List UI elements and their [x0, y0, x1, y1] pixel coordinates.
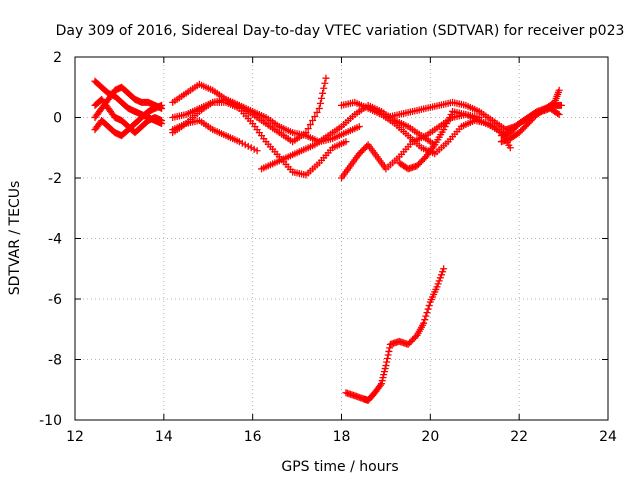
x-tick-label: 12: [66, 429, 84, 445]
data-points: [91, 74, 565, 404]
data-point: [379, 374, 387, 382]
data-point: [420, 154, 428, 162]
series-arc-13: [382, 98, 510, 134]
data-point: [322, 74, 330, 82]
data-point: [555, 86, 563, 94]
y-tick-label: -10: [39, 413, 62, 429]
data-point: [355, 123, 363, 131]
data-point: [443, 120, 451, 128]
data-point: [384, 351, 392, 359]
series-arc-17: [342, 265, 448, 404]
data-point: [342, 138, 350, 146]
data-point: [377, 380, 385, 388]
x-tick-label: 18: [333, 429, 351, 445]
data-point: [382, 362, 390, 370]
data-point: [383, 358, 391, 366]
x-tick-labels: 12 14 16 18 20 22 24: [66, 429, 617, 445]
data-point: [253, 147, 261, 155]
data-point: [318, 94, 326, 102]
data-point: [321, 79, 329, 87]
x-tick-label: 22: [510, 429, 528, 445]
data-point: [158, 117, 166, 125]
y-tick-label: -4: [48, 232, 62, 248]
data-point: [383, 354, 391, 362]
data-point: [422, 312, 430, 320]
y-axis-label: SDTVAR / TECUs: [7, 181, 23, 296]
data-point: [434, 280, 442, 288]
data-point: [437, 271, 445, 279]
y-tick-label: 0: [53, 111, 62, 127]
data-point: [439, 268, 447, 276]
data-point: [554, 109, 562, 117]
data-point: [380, 368, 388, 376]
data-point: [440, 126, 448, 134]
data-point: [423, 309, 431, 317]
data-point: [435, 277, 443, 285]
data-point: [441, 123, 449, 131]
data-point: [447, 110, 455, 118]
data-point: [309, 117, 317, 125]
series-arc-10: [338, 110, 483, 182]
data-point: [412, 333, 420, 341]
x-axis-label: GPS time / hours: [281, 459, 398, 475]
data-point: [420, 319, 428, 327]
data-point: [436, 274, 444, 282]
axis-ticks: [74, 56, 609, 421]
chart-title: Day 309 of 2016, Sidereal Day-to-day VTE…: [56, 23, 625, 39]
y-tick-label: -6: [48, 292, 62, 308]
series-arc-4: [91, 83, 166, 121]
data-point: [425, 302, 433, 310]
data-point: [306, 121, 314, 129]
data-point: [304, 125, 312, 133]
data-point: [557, 101, 565, 109]
data-point: [320, 84, 328, 92]
data-point: [381, 365, 389, 373]
x-tick-label: 20: [421, 429, 439, 445]
x-tick-label: 24: [599, 429, 617, 445]
data-point: [421, 316, 429, 324]
data-point: [313, 108, 321, 116]
series-arc-8: [169, 117, 261, 155]
series-arc-16: [497, 101, 565, 140]
y-tick-label: 2: [53, 50, 62, 66]
data-point: [319, 89, 327, 97]
data-point: [506, 144, 514, 152]
data-point: [446, 114, 454, 121]
data-point: [386, 344, 394, 352]
data-point: [311, 112, 319, 120]
data-point: [158, 104, 166, 112]
y-tick-labels: 2 0 -2 -4 -6 -8 -10: [39, 50, 62, 429]
data-point: [376, 381, 384, 389]
data-point: [378, 377, 386, 385]
data-point: [385, 347, 393, 355]
data-point: [315, 104, 323, 112]
x-tick-label: 14: [155, 429, 173, 445]
data-point: [440, 265, 448, 273]
data-point: [316, 99, 324, 107]
data-point: [424, 305, 432, 313]
y-tick-label: -2: [48, 171, 62, 187]
data-point: [555, 110, 563, 118]
y-tick-label: -8: [48, 353, 62, 369]
data-point: [444, 117, 452, 125]
data-point: [380, 371, 388, 379]
x-tick-label: 16: [244, 429, 262, 445]
data-point: [433, 283, 441, 291]
